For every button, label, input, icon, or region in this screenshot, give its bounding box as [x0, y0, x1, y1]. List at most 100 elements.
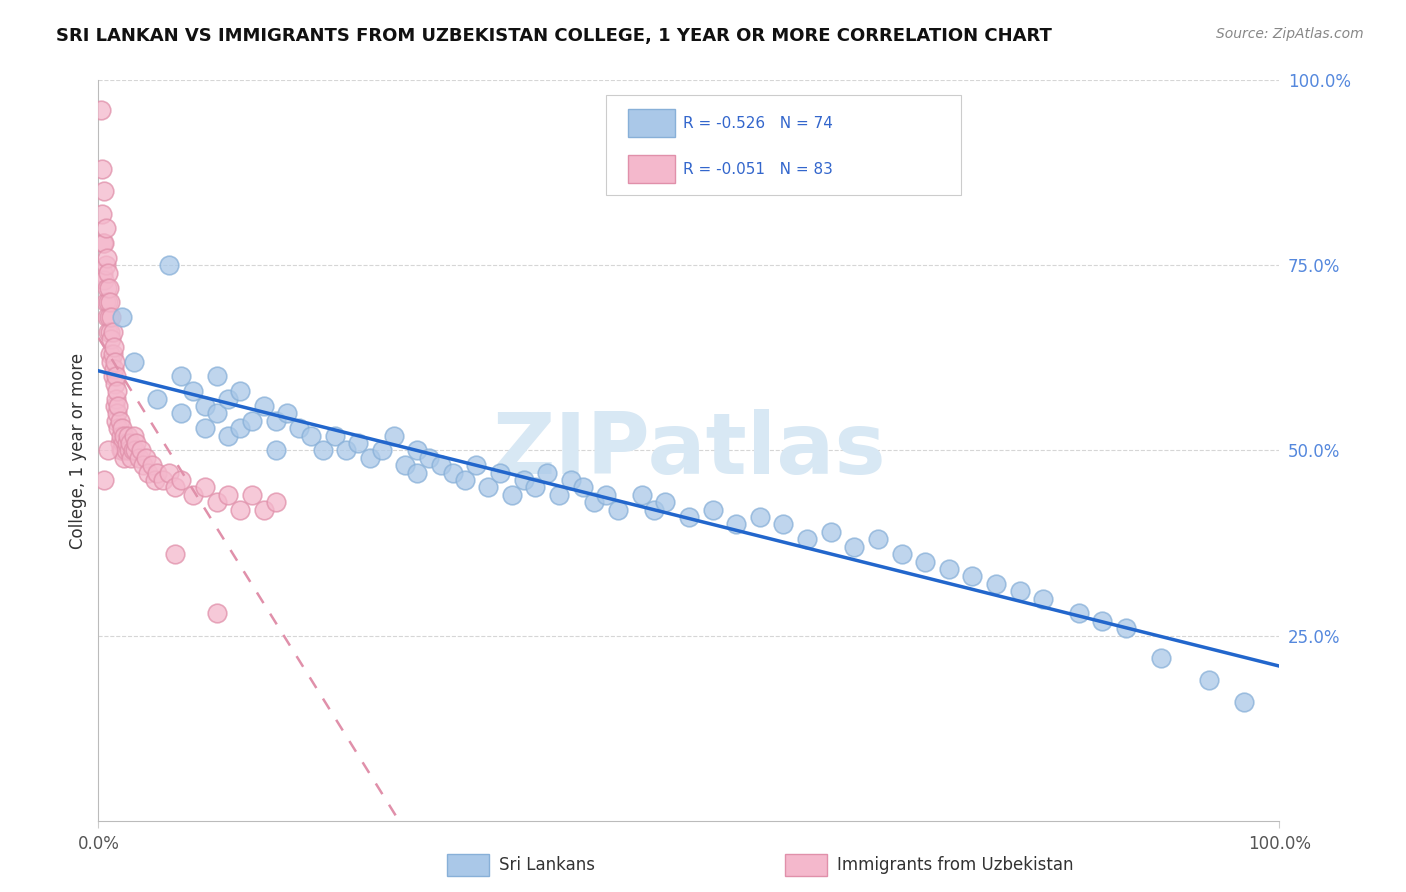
Point: [105, 384, 128, 399]
Point: [104, 376, 127, 391]
Point: [607, 502, 630, 516]
Point: [152, 473, 174, 487]
Point: [143, 473, 166, 487]
Point: [93, 473, 115, 487]
Point: [110, 443, 132, 458]
Text: SRI LANKAN VS IMMIGRANTS FROM UZBEKISTAN COLLEGE, 1 YEAR OR MORE CORRELATION CHA: SRI LANKAN VS IMMIGRANTS FROM UZBEKISTAN…: [56, 27, 1052, 45]
Point: [98, 280, 121, 294]
Point: [1067, 607, 1090, 621]
Point: [394, 458, 416, 473]
Point: [100, 310, 122, 325]
Point: [157, 259, 180, 273]
Point: [264, 414, 287, 428]
Point: [170, 473, 193, 487]
Point: [430, 458, 453, 473]
Point: [371, 443, 394, 458]
Text: R = -0.526   N = 74: R = -0.526 N = 74: [683, 116, 832, 130]
Point: [962, 569, 984, 583]
Point: [820, 524, 842, 539]
Point: [1091, 614, 1114, 628]
Point: [128, 450, 150, 465]
Text: R = -0.051   N = 83: R = -0.051 N = 83: [683, 161, 832, 177]
Point: [107, 421, 129, 435]
Point: [112, 428, 135, 442]
Point: [141, 458, 163, 473]
Point: [347, 436, 370, 450]
Point: [217, 488, 239, 502]
Point: [630, 488, 652, 502]
Point: [129, 443, 152, 458]
Point: [536, 466, 558, 480]
Point: [136, 466, 159, 480]
Text: Sri Lankans: Sri Lankans: [499, 856, 595, 874]
Point: [104, 399, 127, 413]
Point: [772, 517, 794, 532]
Point: [524, 480, 547, 494]
Point: [93, 236, 115, 251]
Point: [406, 443, 429, 458]
Point: [194, 480, 217, 494]
Point: [121, 443, 143, 458]
Point: [101, 369, 124, 384]
Point: [118, 443, 141, 458]
Point: [560, 473, 582, 487]
Point: [382, 428, 405, 442]
Point: [1233, 695, 1256, 709]
Point: [103, 340, 125, 354]
Point: [157, 466, 180, 480]
Point: [105, 407, 128, 421]
Point: [96, 251, 118, 265]
Point: [571, 480, 593, 494]
Point: [643, 502, 665, 516]
Point: [205, 369, 228, 384]
Point: [312, 443, 335, 458]
Point: [94, 259, 117, 273]
Point: [108, 436, 131, 450]
Point: [124, 443, 146, 458]
Point: [122, 428, 145, 442]
Point: [512, 473, 534, 487]
Point: [125, 436, 148, 450]
Point: [453, 473, 475, 487]
Point: [122, 354, 145, 368]
Point: [938, 562, 960, 576]
Point: [132, 458, 155, 473]
Point: [117, 428, 139, 442]
Point: [595, 488, 617, 502]
Point: [165, 480, 187, 494]
Point: [654, 495, 676, 509]
Point: [135, 450, 157, 465]
Point: [335, 443, 357, 458]
Point: [146, 392, 169, 406]
Point: [866, 533, 889, 547]
Point: [91, 266, 114, 280]
Point: [264, 495, 287, 509]
Point: [725, 517, 748, 532]
Point: [93, 184, 115, 198]
Point: [501, 488, 523, 502]
Point: [359, 450, 381, 465]
Point: [112, 450, 135, 465]
Point: [120, 436, 142, 450]
Point: [170, 369, 193, 384]
Point: [97, 266, 120, 280]
Point: [98, 325, 121, 339]
Point: [114, 443, 136, 458]
Point: [115, 436, 138, 450]
Point: [1008, 584, 1031, 599]
Point: [229, 502, 252, 516]
Point: [91, 162, 114, 177]
Point: [181, 384, 204, 399]
Text: Source: ZipAtlas.com: Source: ZipAtlas.com: [1216, 27, 1364, 41]
Point: [111, 443, 134, 458]
Point: [96, 280, 118, 294]
Point: [98, 310, 121, 325]
Point: [91, 236, 114, 251]
Point: [489, 466, 512, 480]
Point: [104, 354, 127, 368]
Point: [96, 310, 118, 325]
Point: [90, 103, 112, 117]
Point: [97, 325, 120, 339]
Point: [98, 295, 121, 310]
Point: [97, 295, 120, 310]
